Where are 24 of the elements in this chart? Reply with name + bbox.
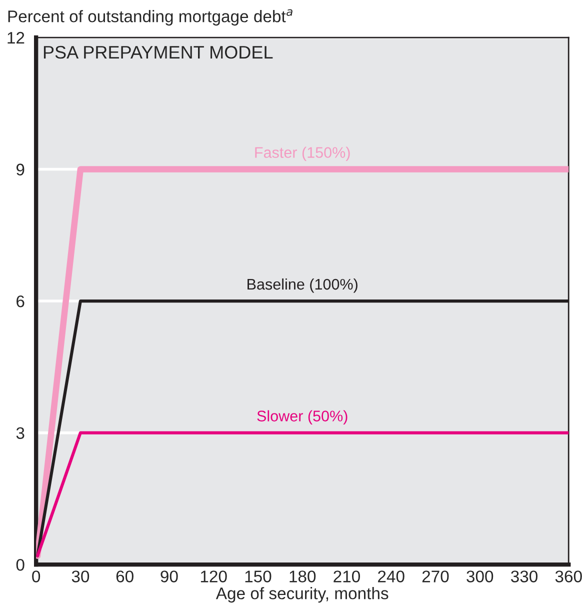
y-tick-label: 12 [8,32,24,44]
x-tick-label: 330 [510,570,538,582]
x-tick-label: 270 [422,570,449,582]
y-tick-label: 9 [16,164,24,176]
x-tick-label: 0 [32,570,40,582]
series-label: Faster (150%) [255,146,350,161]
x-tick-label: 30 [72,570,90,582]
y-tick-label: 3 [16,427,24,440]
x-tick-label: 120 [200,570,227,582]
chart-title: PSA PREPAYMENT MODEL [44,46,273,59]
x-tick-label: 60 [116,570,134,582]
x-tick-label: 360 [555,570,582,582]
y-tick-label: 0 [16,558,24,571]
x-tick-label: 150 [245,570,272,582]
x-tick-label: 300 [466,570,494,582]
y-tick-label: 6 [16,295,24,308]
x-tick-label: 240 [378,570,404,582]
x-tick-label: 180 [290,570,316,582]
y-axis-title: Percent of outstanding mortgage debt$^{a}$ [8,9,292,26]
series-label: Slower (50%) [257,410,348,424]
x-tick-label: 90 [160,570,178,582]
series-label: Baseline (100%) [248,278,358,293]
x-tick-label: 210 [334,570,360,582]
x-axis-title: Age of security, months [216,587,388,603]
